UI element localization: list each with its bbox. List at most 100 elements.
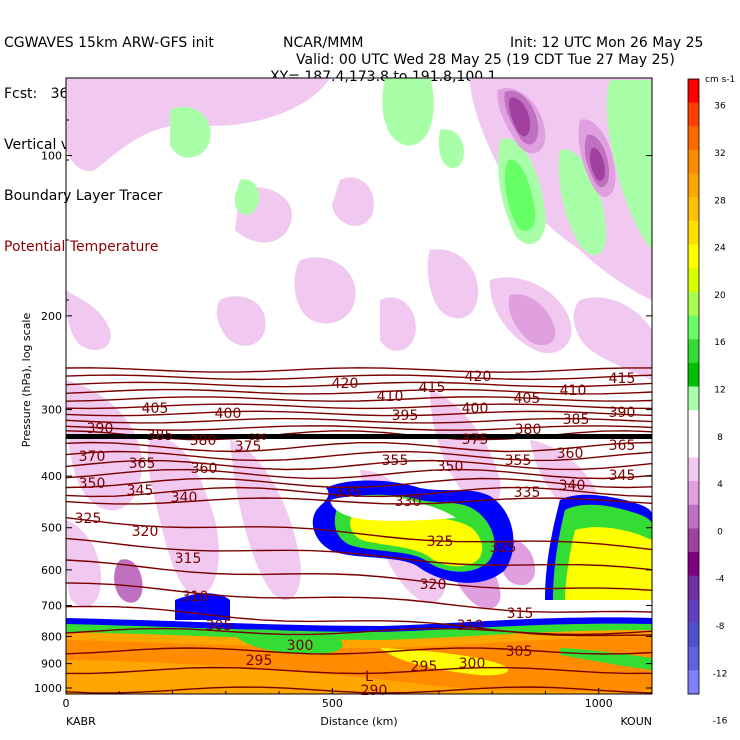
velocity-region-11 — [606, 80, 652, 250]
velocity-region-17 — [589, 147, 605, 181]
colorbar-swatch — [688, 126, 699, 151]
colorbar-tick-label: -16 — [713, 717, 728, 727]
theta-label-325: 325 — [75, 511, 102, 527]
theta-label-305: 305 — [506, 644, 533, 660]
y-tick-label: 900 — [41, 658, 62, 671]
theta-label-365: 365 — [129, 456, 156, 472]
y-tick-label: 700 — [41, 600, 62, 613]
theta-contour-360 — [66, 459, 652, 471]
theta-contour-390 — [66, 410, 652, 417]
velocity-region-18 — [66, 290, 111, 350]
velocity-region-20 — [294, 257, 356, 324]
theta-label-340: 340 — [559, 478, 586, 494]
colorbar-tick-label: 12 — [714, 386, 725, 396]
theta-label-340: 340 — [171, 490, 198, 506]
theta-label-350: 350 — [437, 459, 464, 475]
velocity-region-5 — [234, 179, 260, 215]
valid-time: Valid: 00 UTC Wed 28 May 25 (19 CDT Tue … — [296, 52, 675, 68]
header-right: Init: 12 UTC Mon 26 May 25 — [510, 1, 703, 69]
colorbar-tick-label: -12 — [713, 669, 728, 679]
velocity-region-39 — [330, 495, 456, 521]
velocity-region-28 — [230, 440, 301, 600]
theta-label-355: 355 — [382, 453, 409, 469]
colorbar-swatch — [688, 504, 699, 529]
center-name: NCAR/MMM — [283, 35, 364, 51]
header-center: NCAR/MMM — [283, 1, 364, 69]
theta-contour-290 — [66, 707, 652, 713]
colorbar-swatch — [688, 197, 699, 222]
theta-contour-420 — [66, 367, 652, 373]
theta-label-360: 360 — [191, 461, 218, 477]
x-axis-label: Distance (km) — [320, 715, 397, 728]
velocity-region-32 — [114, 559, 143, 603]
theta-contour-340 — [66, 497, 652, 505]
theta-label-420: 420 — [465, 369, 492, 385]
theta-label-365: 365 — [609, 438, 636, 454]
y-tick-label: 500 — [41, 522, 62, 535]
theta-label-385: 385 — [147, 428, 174, 444]
y-tick-label: 600 — [41, 564, 62, 577]
colorbar-swatch — [688, 339, 699, 364]
colorbar-swatch — [688, 149, 699, 175]
theta-contour-325 — [66, 559, 652, 591]
colorbar-swatch — [688, 79, 699, 104]
velocity-region-4 — [382, 78, 434, 146]
colorbar-swatch — [688, 362, 699, 387]
colorbar-tick-label: -8 — [716, 622, 725, 632]
velocity-region-51 — [66, 660, 652, 694]
theta-label-400: 400 — [462, 401, 489, 417]
velocity-region-2 — [332, 177, 374, 226]
colorbar-tick-label: 4 — [717, 480, 723, 490]
theta-label-360: 360 — [557, 446, 584, 462]
colorbar-swatch — [688, 268, 699, 293]
colorbar-swatch — [688, 552, 699, 577]
theta-label-380: 380 — [190, 433, 217, 449]
endpoint-label-end: KOUN — [620, 715, 652, 728]
theta-label-385: 385 — [563, 412, 590, 428]
theta-label-370: 370 — [79, 449, 106, 465]
theta-label-410: 410 — [560, 383, 587, 399]
y-tick-label: 400 — [41, 470, 62, 483]
theta-label-415: 415 — [609, 371, 636, 387]
theta-contour-305 — [66, 647, 652, 655]
y-tick-label: 1000 — [34, 682, 62, 695]
y-tick-label: 300 — [41, 404, 62, 417]
theta-contour-350 — [66, 477, 652, 489]
velocity-region-6 — [438, 129, 464, 169]
extra-label-0: 336 — [249, 433, 266, 443]
colorbar-swatch — [688, 102, 699, 127]
y-tick-label: 200 — [41, 310, 62, 323]
y-tick-label: 100 — [41, 150, 62, 163]
plot-frame — [65, 77, 653, 695]
velocity-region-42 — [565, 527, 652, 600]
x-tick-label: 500 — [322, 697, 343, 710]
colorbar-swatch — [688, 623, 699, 648]
velocity-region-10 — [558, 149, 606, 256]
theta-label-390: 390 — [609, 405, 636, 421]
extra-label-1: L — [365, 669, 373, 685]
colorbar-swatch — [688, 244, 699, 269]
theta-label-410: 410 — [377, 389, 404, 405]
velocity-region-48 — [230, 629, 343, 655]
velocity-region-3 — [170, 106, 211, 158]
theta-label-400: 400 — [215, 406, 242, 422]
theta-label-420: 420 — [332, 376, 359, 392]
theta-contour-405 — [66, 388, 652, 395]
theta-contour-410 — [66, 381, 652, 388]
colorbar-tick-label: 16 — [714, 338, 726, 348]
theta-label-335: 335 — [514, 485, 541, 501]
field-boundary-layer-tracer: Boundary Layer Tracer — [4, 188, 163, 204]
colorbar-tick-label: 36 — [714, 102, 726, 112]
velocity-region-43 — [175, 593, 230, 620]
vertical-velocity-fill — [66, 78, 652, 694]
x-tick-label: 0 — [63, 697, 70, 710]
colorbar-swatch — [688, 410, 699, 435]
endpoint-label-start: KABR — [66, 715, 96, 728]
theta-label-310: 310 — [457, 618, 484, 634]
model-title: CGWAVES 15km ARW-GFS init — [4, 35, 214, 51]
theta-contour-355 — [66, 468, 652, 480]
colorbar-swatch — [688, 315, 699, 340]
theta-label-290: 290 — [361, 683, 388, 699]
colorbar-tick-label: -4 — [716, 575, 725, 585]
